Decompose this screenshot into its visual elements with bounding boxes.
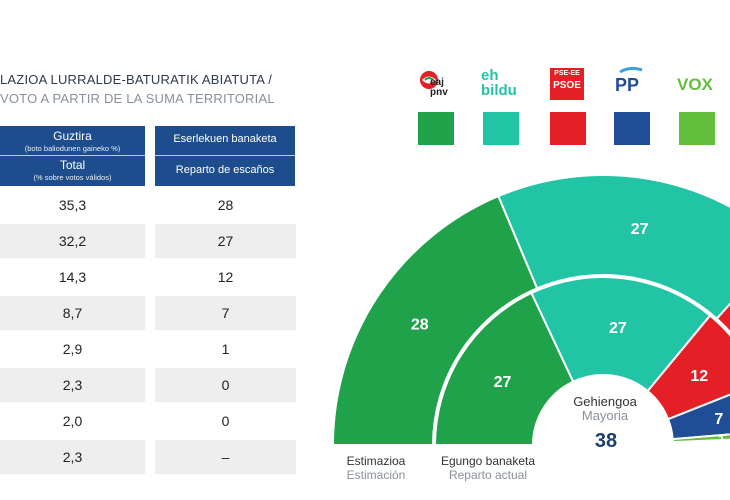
legend-text: PP	[615, 75, 640, 95]
inner-ring-caption: Egungo banaketa Reparto actual	[430, 454, 546, 482]
legend-swatch	[483, 112, 519, 145]
outer-ring-caption: Estimazioa Estimación	[336, 454, 416, 482]
majority-label-eu: Gehiengoa	[573, 394, 637, 409]
majority-label-es: Mayoria	[581, 408, 629, 423]
legend-swatch	[550, 112, 586, 145]
legend-swatch	[418, 112, 454, 145]
majority-label: Gehiengoa Mayoria	[560, 395, 650, 423]
inner-ring-segment	[671, 433, 730, 444]
vote-share-cell: 2,3	[0, 440, 145, 474]
seats-cell: 28	[217, 197, 234, 213]
table-row: 2,9 1	[0, 332, 296, 366]
table-row: 14,3 12	[0, 260, 296, 294]
seats-header-es: Reparto de escaños	[175, 164, 275, 176]
outer-ring-caption-es: Estimación	[346, 468, 406, 482]
seats-header-eu: Eserlekuen banaketa	[173, 133, 277, 145]
vote-share-cell: 35,3	[58, 197, 87, 213]
table-row: 32,2 27	[0, 224, 296, 258]
vox-logo: VOX	[677, 66, 717, 102]
table-row: 2,0 0	[0, 404, 296, 438]
eh-bildu-logo: eh bildu	[481, 66, 521, 102]
seats-column-header: Eserlekuen banaketa Reparto de escaños	[155, 126, 295, 186]
eaj-pnv-logo: eaj pnv	[416, 66, 456, 102]
table-row: 35,3 28	[0, 188, 296, 222]
vote-share-cell: 2,3	[0, 368, 145, 402]
legend-text: VOX	[677, 75, 713, 94]
legend-text: bildu	[481, 82, 517, 99]
table-row: 2,3 0	[0, 368, 296, 402]
header-divider	[0, 155, 145, 156]
legend-text: PSE-EE	[554, 70, 580, 77]
seat-count-label: 27	[494, 374, 512, 391]
seats-cell: 1	[221, 341, 230, 357]
seat-count-label: 27	[609, 320, 627, 337]
page-title: LAZIOA LURRALDE-BATURATIK ABIATUTA / VOT…	[0, 70, 275, 108]
seat-count-label: 12	[690, 368, 708, 385]
seats-cell: 0	[155, 368, 296, 402]
legend-text: PSOE	[553, 80, 581, 91]
outer-ring-segment	[497, 174, 730, 321]
legend-text: pnv	[430, 87, 448, 98]
legend-swatch	[614, 112, 650, 145]
title-line-eu: LAZIOA LURRALDE-BATURATIK ABIATUTA /	[0, 72, 273, 87]
legend-swatch	[679, 112, 715, 145]
vote-share-cell: 8,7	[0, 296, 145, 330]
inner-ring-caption-es: Reparto actual	[448, 468, 528, 482]
inner-ring-segment	[530, 276, 712, 393]
table-row: 2,3–	[0, 440, 296, 474]
inner-ring-caption-eu: Egungo banaketa	[440, 454, 536, 468]
votes-column-header: Guztira (boto baliodunen gaineko %) Tota…	[0, 126, 145, 186]
votes-header-eu-sub: (boto baliodunen gaineko %)	[24, 144, 121, 153]
inner-ring-segment	[433, 291, 575, 446]
pp-logo: PP	[612, 66, 652, 102]
seats-cell: 12	[217, 269, 234, 285]
vote-share-cell: 2,9	[62, 341, 83, 357]
seats-cell: 0	[221, 413, 230, 429]
seats-cell: 27	[155, 224, 296, 258]
seat-count-label: 27	[631, 221, 649, 238]
inner-ring-segment	[646, 314, 730, 421]
seat-count-label: 7	[714, 411, 723, 428]
legend-text: eh	[481, 67, 499, 84]
seats-cell: –	[155, 440, 296, 474]
votes-header-es-sub: (% sobre votos válidos)	[33, 173, 112, 182]
seats-cell: 7	[155, 296, 296, 330]
header-divider	[155, 155, 295, 156]
table-row: 8,7 7	[0, 296, 296, 330]
vote-share-cell: 32,2	[0, 224, 145, 258]
outer-ring-caption-eu: Estimazioa	[346, 454, 406, 468]
votes-header-es: Total	[59, 158, 86, 172]
outer-ring-segment	[331, 194, 539, 446]
votes-header-eu: Guztira	[53, 129, 92, 143]
majority-value: 38	[594, 430, 618, 452]
seat-count-label: 1	[718, 433, 725, 447]
title-line-es: VOTO A PARTIR DE LA SUMA TERRITORIAL	[0, 91, 275, 106]
pse-psoe-logo: PSE-EE PSOE	[548, 66, 588, 102]
outer-ring-segment	[715, 302, 730, 334]
vote-share-cell: 14,3	[58, 269, 87, 285]
vote-share-cell: 2,0	[62, 413, 83, 429]
seat-count-label: 28	[411, 316, 429, 333]
legend-text: eaj	[430, 77, 444, 88]
